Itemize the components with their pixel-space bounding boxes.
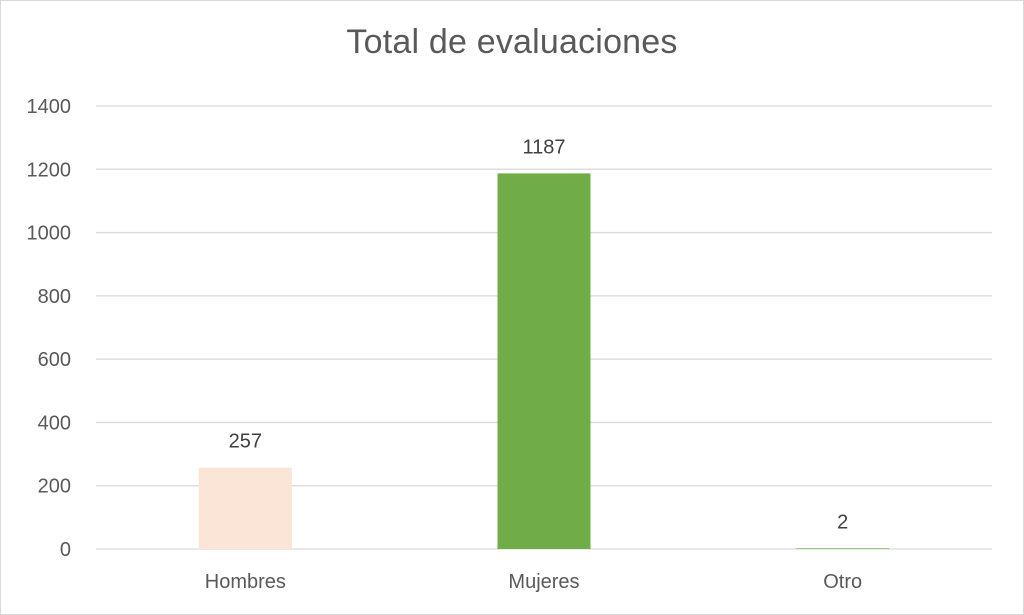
data-label-hombres: 257 bbox=[229, 431, 262, 453]
category-label-otro: Otro bbox=[823, 571, 862, 593]
y-tick-label: 0 bbox=[60, 539, 71, 561]
data-labels: 257 1187 2 bbox=[229, 136, 849, 533]
y-tick-label: 400 bbox=[38, 412, 71, 434]
bar-otro bbox=[796, 548, 890, 549]
bar-hombres bbox=[198, 467, 292, 549]
chart-title: Total de evaluaciones bbox=[346, 23, 678, 61]
category-label-hombres: Hombres bbox=[205, 571, 286, 593]
y-tick-label: 200 bbox=[38, 476, 71, 498]
data-label-mujeres: 1187 bbox=[522, 136, 565, 158]
y-tick-label: 800 bbox=[38, 286, 71, 308]
y-axis-tick-labels: 0 200 400 600 800 1000 1200 1400 bbox=[27, 96, 72, 561]
category-label-mujeres: Mujeres bbox=[508, 571, 579, 593]
bars bbox=[198, 173, 890, 549]
y-tick-label: 1000 bbox=[27, 223, 72, 245]
y-tick-label: 1200 bbox=[27, 159, 72, 181]
bar-mujeres bbox=[497, 173, 591, 549]
y-tick-label: 1400 bbox=[27, 96, 72, 118]
x-axis-category-labels: Hombres Mujeres Otro bbox=[205, 571, 862, 593]
y-tick-label: 600 bbox=[38, 349, 71, 371]
data-label-otro: 2 bbox=[837, 511, 848, 533]
